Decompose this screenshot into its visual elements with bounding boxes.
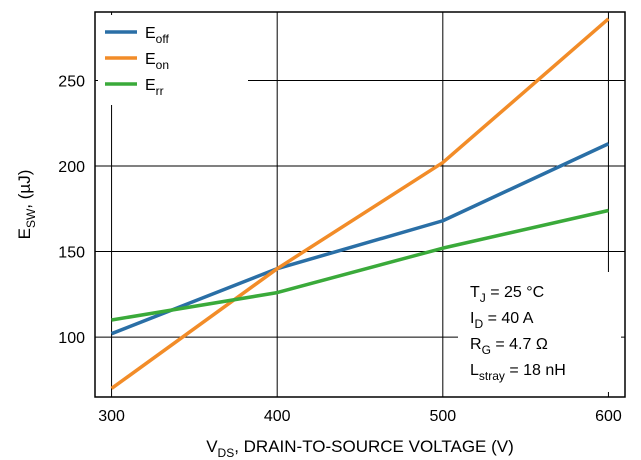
series-line-on xyxy=(110,17,610,390)
legend: Eoff Eon Err xyxy=(98,15,248,105)
x-tick-label: 500 xyxy=(429,408,456,425)
legend-label-on: Eon xyxy=(145,51,169,72)
y-axis-label: ESW, (µJ) xyxy=(15,170,38,240)
annotation-line: TJ = 25 °C xyxy=(470,284,544,305)
annotation-background xyxy=(458,272,621,392)
y-tick-label: 250 xyxy=(58,73,85,90)
legend-label-rr: Err xyxy=(145,77,164,98)
annotation-box: TJ = 25 °C ID = 40 A RG = 4.7 Ω Lstray = 18… xyxy=(458,272,621,392)
x-tick-label: 400 xyxy=(264,408,291,425)
x-tick-label: 300 xyxy=(98,408,125,425)
annotation-line: RG = 4.7 Ω xyxy=(470,336,548,357)
annotation-line: ID = 40 A xyxy=(470,310,534,331)
x-axis-label: VDS, DRAIN-TO-SOURCE VOLTAGE (V) xyxy=(206,437,514,460)
legend-background xyxy=(98,15,248,105)
x-tick-label: 600 xyxy=(595,408,622,425)
y-tick-label: 100 xyxy=(58,330,85,347)
series-lines xyxy=(110,17,610,390)
annotation-line: Lstray = 18 nH xyxy=(470,362,566,383)
y-tick-label: 200 xyxy=(58,159,85,176)
y-tick-label: 150 xyxy=(58,245,85,262)
tick-labels: 300 400 500 600 100 150 200 250 xyxy=(58,73,622,425)
series-line-rr xyxy=(111,208,609,322)
series-line-off xyxy=(110,142,610,336)
legend-label-off: Eoff xyxy=(145,25,169,46)
plot-frame xyxy=(94,11,626,398)
